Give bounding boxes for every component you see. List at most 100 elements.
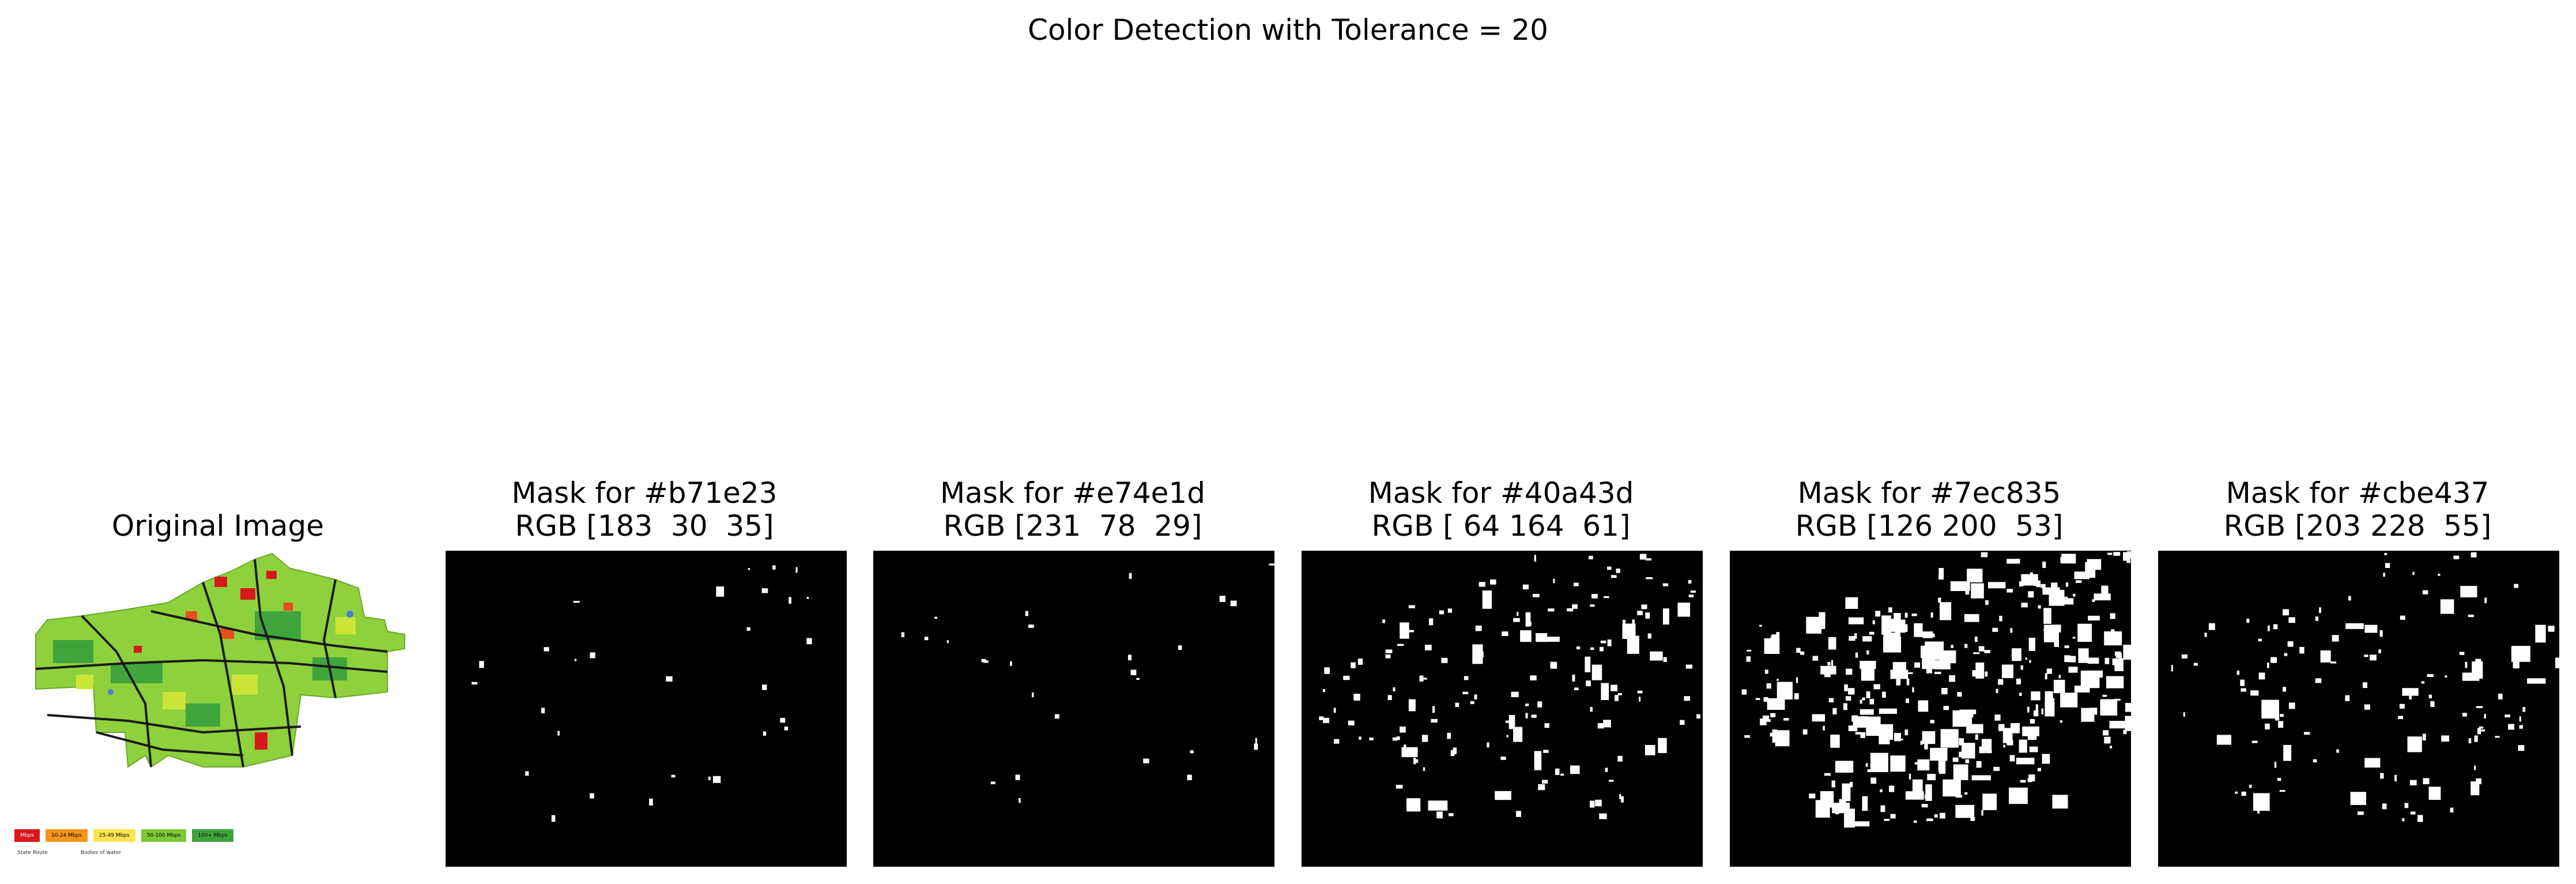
mask-pixel-cluster: [1513, 727, 1523, 742]
mask-pixel-cluster: [2016, 678, 2021, 684]
mask-pixel-cluster: [1590, 647, 1594, 650]
mask-pixel-cluster: [2345, 623, 2364, 629]
mask-pixel-cluster: [2114, 658, 2124, 671]
mask-pixel-cluster: [2104, 736, 2111, 744]
mask-pixel-cluster: [1627, 635, 1639, 654]
mask-pixel-cluster: [1351, 662, 1356, 668]
mask-pixel-cluster: [1421, 735, 1428, 742]
mask-pixel-cluster: [1924, 743, 1928, 750]
mask-pixel-cluster: [2064, 596, 2068, 603]
mask-pixel-cluster: [1896, 679, 1901, 686]
mask-pixel-cluster: [1500, 757, 1506, 760]
mask-pixel-cluster: [2058, 675, 2061, 679]
mask-pixel-cluster: [2081, 652, 2088, 659]
mask-pixel-cluster: [2407, 736, 2422, 753]
mask-pixel-cluster: [1943, 779, 1961, 797]
mask-pixel-cluster: [590, 652, 595, 659]
mask-pixel-cluster: [2275, 717, 2280, 721]
mask-pixel-cluster: [1130, 669, 1137, 675]
mask-pixel-cluster: [2107, 552, 2113, 555]
mask-pixel-cluster: [1590, 707, 1593, 712]
mask-pixel-cluster: [2384, 552, 2388, 555]
mask-pixel-cluster: [1744, 735, 1750, 738]
mask-pixel-cluster: [1773, 635, 1776, 640]
mask-pixel-cluster: [1530, 675, 1537, 680]
mask-pixel-cluster: [2555, 657, 2559, 668]
mask-pixel-cluster: [2110, 746, 2113, 748]
mask-pixel-cluster: [1998, 679, 2004, 685]
legend-route-label: State Route: [17, 850, 48, 856]
mask-pixel-cluster: [1832, 708, 1837, 714]
mask-pixel-cluster: [1508, 715, 1515, 729]
mask-pixel-cluster: [1032, 692, 1034, 698]
mask-pixel-cluster: [1870, 753, 1888, 772]
mask-pixel-cluster: [1534, 555, 1536, 562]
mask-pixel-cluster: [1873, 684, 1880, 690]
mask-pixel-cluster: [1950, 581, 1970, 591]
mask-pixel-cluster: [2468, 614, 2474, 618]
mask-pixel-cluster: [1397, 644, 1404, 646]
mask-image-5: [2171, 552, 2559, 822]
mask-pixel-cluster: [2060, 720, 2062, 723]
mask-pixel-cluster: [1611, 684, 1617, 691]
mask-pixel-cluster: [2074, 686, 2090, 693]
mask-pixel-cluster: [2402, 818, 2405, 822]
mask-pixel-cluster: [1548, 608, 1555, 612]
mask-pixel-cluster: [1994, 714, 2001, 721]
mask-pixel-cluster: [1586, 680, 1591, 686]
mask-pixel-cluster: [1974, 636, 1978, 642]
mask-pixel-cluster: [1553, 578, 1555, 584]
map-patch: [53, 640, 93, 663]
mask-pixel-cluster: [1971, 724, 1983, 733]
mask-pixel-cluster: [2064, 645, 2069, 648]
mask-pixel-cluster: [1696, 714, 1700, 719]
mask-pixel-cluster: [2250, 690, 2259, 696]
mask-pixel-cluster: [1812, 714, 1826, 722]
mask-pixel-cluster: [2045, 702, 2055, 717]
mask-pixel-cluster: [2278, 721, 2284, 728]
mask-pixel-cluster: [1680, 720, 1685, 725]
mask-pixel-cluster: [1589, 555, 1593, 560]
mask-pixel-cluster: [1952, 757, 1959, 762]
mask-pixel-cluster: [2280, 714, 2284, 717]
mask-pixel-cluster: [1918, 700, 1929, 712]
mask-pixel-cluster: [2404, 803, 2409, 808]
mask-pixel-cluster: [1487, 742, 1489, 748]
mask-pixel-cluster: [2519, 716, 2521, 722]
map-water: [108, 689, 114, 695]
mask-pixel-cluster: [2277, 778, 2281, 781]
mask-pixel-cluster: [1999, 615, 2002, 622]
mask-pixel-cluster: [2011, 723, 2020, 733]
mask-pixel-cluster: [2042, 754, 2050, 764]
mask-pixel-cluster: [1904, 612, 1908, 618]
mask-pixel-cluster: [1685, 664, 1692, 669]
mask-pixel-cluster: [2474, 735, 2478, 742]
mask-pixel-cluster: [1574, 582, 1579, 586]
legend-item-3: 25-49 Mbps: [93, 829, 135, 842]
mask-pixel-cluster: [2022, 726, 2039, 736]
mask-pixel-cluster: [1964, 712, 1972, 727]
mask-pixel-cluster: [2283, 744, 2292, 761]
mask-pixel-cluster: [1796, 677, 1798, 683]
mask-pixel-cluster: [1622, 623, 1636, 639]
mask-pixel-cluster: [1823, 725, 1825, 731]
mask-pixel-cluster: [2459, 652, 2465, 655]
mask-pixel-cluster: [1906, 698, 1909, 704]
mask-pixel-cluster: [2519, 725, 2523, 729]
mask-pixel-cluster: [1464, 676, 1469, 680]
mask-pixel-cluster: [1965, 759, 1970, 763]
mask-pixel-cluster: [1447, 608, 1452, 613]
mask-pixel-cluster: [1767, 698, 1785, 710]
mask-pixel-cluster: [2460, 586, 2477, 597]
mask-pixel-cluster: [1432, 706, 1435, 713]
mask-pixel-cluster: [1605, 768, 1608, 772]
mask-pixel-cluster: [1533, 593, 1540, 597]
mask-pixel-cluster: [1770, 636, 1777, 654]
mask-pixel-cluster: [2362, 682, 2367, 689]
mask-pixel-cluster: [1879, 708, 1897, 714]
mask-pixel-cluster: [2010, 628, 2013, 633]
mask-pixel-cluster: [2025, 657, 2028, 660]
mask-pixel-cluster: [2088, 615, 2100, 620]
mask-pixel-cluster: [1396, 736, 1400, 740]
mask-pixel-cluster: [1966, 720, 1972, 733]
